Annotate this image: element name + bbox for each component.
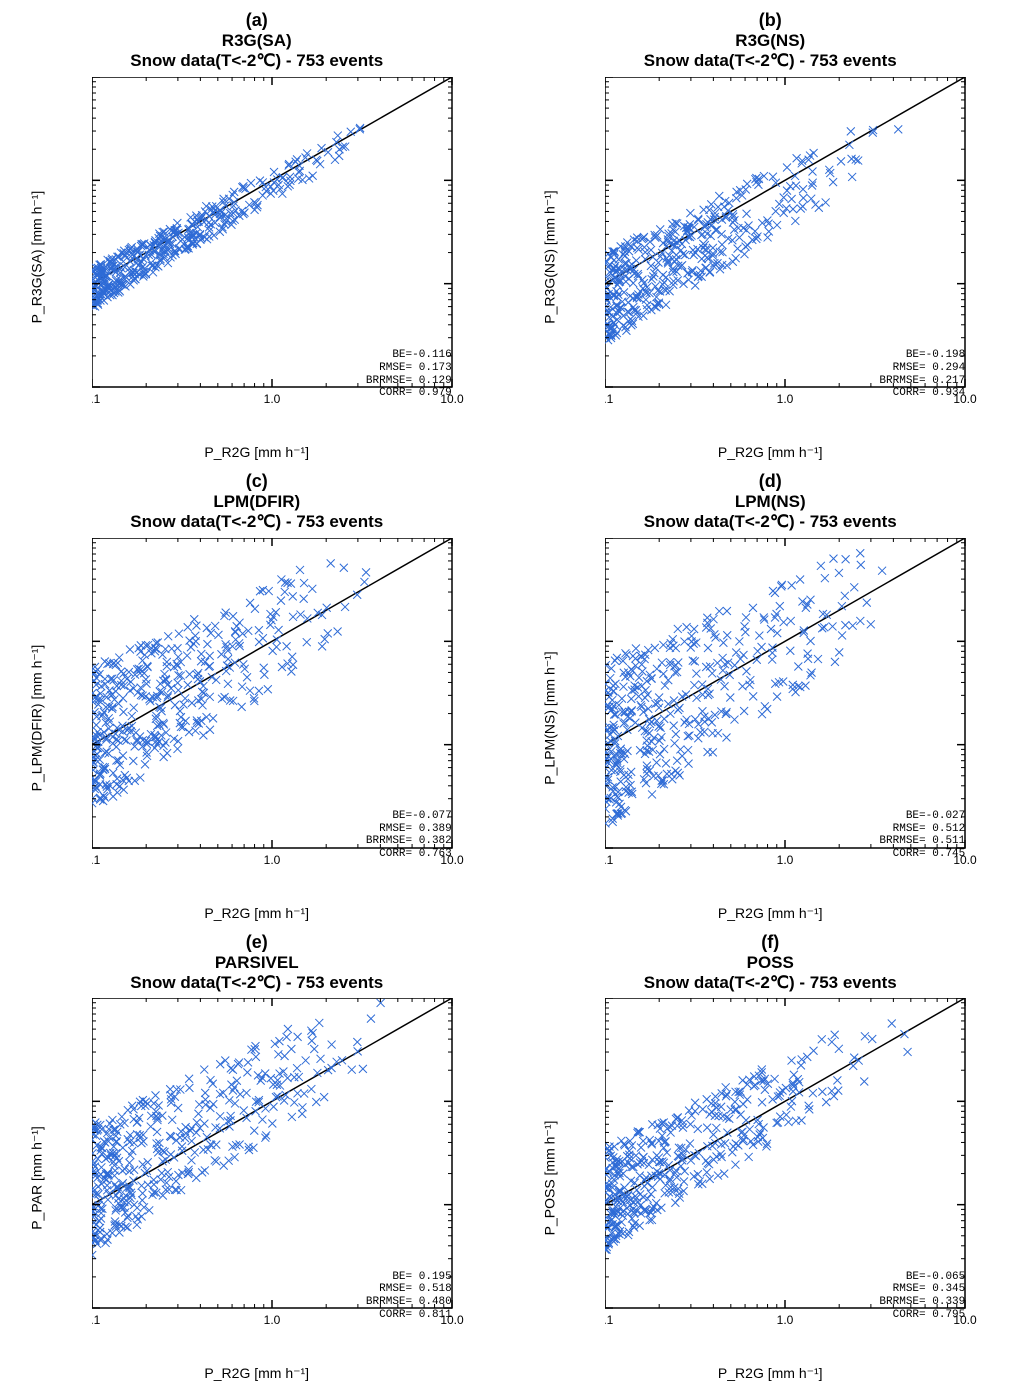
plot-area: P_LPM(DFIR) [mm h⁻¹] 0.11.010.00.010.101… bbox=[37, 533, 477, 903]
panel-letter: (c) bbox=[20, 471, 494, 492]
svg-text:0.1: 0.1 bbox=[92, 392, 101, 406]
svg-text:0.1: 0.1 bbox=[92, 1313, 101, 1327]
x-axis-label: P_R2G [mm h⁻¹] bbox=[534, 1365, 1008, 1382]
panel-title: R3G(NS) bbox=[534, 31, 1008, 51]
plot-area: P_LPM(NS) [mm h⁻¹] 0.11.010.00.010.101.0… bbox=[550, 533, 990, 903]
stats-box: BE=-0.198 RMSE= 0.294 BRRMSE= 0.217 CORR… bbox=[873, 349, 965, 400]
y-axis-label: P_PAR [mm h⁻¹] bbox=[28, 1127, 45, 1231]
x-axis-label: P_R2G [mm h⁻¹] bbox=[534, 905, 1008, 922]
panel-subtitle: Snow data(T<-2℃) - 753 events bbox=[20, 973, 494, 993]
panel-subtitle: Snow data(T<-2℃) - 753 events bbox=[534, 51, 1008, 71]
x-axis-label: P_R2G [mm h⁻¹] bbox=[20, 1365, 494, 1382]
svg-text:0.1: 0.1 bbox=[605, 1313, 614, 1327]
panel-r3g-ns-: (b) R3G(NS) Snow data(T<-2℃) - 753 event… bbox=[534, 10, 1008, 461]
x-axis-label: P_R2G [mm h⁻¹] bbox=[20, 905, 494, 922]
panel-title: R3G(SA) bbox=[20, 31, 494, 51]
x-axis-label: P_R2G [mm h⁻¹] bbox=[534, 444, 1008, 461]
svg-text:0.1: 0.1 bbox=[605, 392, 614, 406]
plot-area: P_PAR [mm h⁻¹] 0.11.010.00.010.101.0010.… bbox=[37, 993, 477, 1363]
stats-box: BE=-0.116 RMSE= 0.173 BRRMSE= 0.129 CORR… bbox=[359, 349, 451, 400]
stats-box: BE=-0.077 RMSE= 0.389 BRRMSE= 0.382 CORR… bbox=[359, 810, 451, 861]
stats-box: BE= 0.195 RMSE= 0.518 BRRMSE= 0.480 CORR… bbox=[359, 1271, 451, 1322]
y-axis-label: P_R3G(NS) [mm h⁻¹] bbox=[542, 190, 559, 323]
y-axis-label: P_R3G(SA) [mm h⁻¹] bbox=[28, 190, 45, 323]
panel-letter: (e) bbox=[20, 932, 494, 953]
y-axis-label: P_POSS [mm h⁻¹] bbox=[542, 1121, 559, 1236]
panel-title: LPM(NS) bbox=[534, 492, 1008, 512]
scatter-grid: (a) R3G(SA) Snow data(T<-2℃) - 753 event… bbox=[20, 10, 1007, 1382]
svg-text:0.1: 0.1 bbox=[605, 853, 614, 867]
svg-text:1.0: 1.0 bbox=[777, 392, 794, 406]
panel-subtitle: Snow data(T<-2℃) - 753 events bbox=[534, 973, 1008, 993]
panel-subtitle: Snow data(T<-2℃) - 753 events bbox=[534, 512, 1008, 532]
panel-lpm-dfir-: (c) LPM(DFIR) Snow data(T<-2℃) - 753 eve… bbox=[20, 471, 494, 922]
y-axis-label: P_LPM(DFIR) [mm h⁻¹] bbox=[28, 644, 45, 791]
y-axis-label: P_LPM(NS) [mm h⁻¹] bbox=[542, 651, 559, 784]
panel-poss: (f) POSS Snow data(T<-2℃) - 753 events P… bbox=[534, 932, 1008, 1383]
panel-r3g-sa-: (a) R3G(SA) Snow data(T<-2℃) - 753 event… bbox=[20, 10, 494, 461]
panel-letter: (b) bbox=[534, 10, 1008, 31]
x-axis-label: P_R2G [mm h⁻¹] bbox=[20, 444, 494, 461]
panel-title: PARSIVEL bbox=[20, 953, 494, 973]
svg-text:1.0: 1.0 bbox=[263, 1313, 280, 1327]
stats-box: BE=-0.065 RMSE= 0.345 BRRMSE= 0.339 CORR… bbox=[873, 1271, 965, 1322]
plot-area: P_POSS [mm h⁻¹] 0.11.010.00.010.101.0010… bbox=[550, 993, 990, 1363]
panel-subtitle: Snow data(T<-2℃) - 753 events bbox=[20, 512, 494, 532]
plot-area: P_R3G(NS) [mm h⁻¹] 0.11.010.00.010.101.0… bbox=[550, 72, 990, 442]
plot-area: P_R3G(SA) [mm h⁻¹] 0.11.010.00.010.101.0… bbox=[37, 72, 477, 442]
panel-title: POSS bbox=[534, 953, 1008, 973]
stats-box: BE=-0.027 RMSE= 0.512 BRRMSE= 0.511 CORR… bbox=[873, 810, 965, 861]
panel-title: LPM(DFIR) bbox=[20, 492, 494, 512]
panel-subtitle: Snow data(T<-2℃) - 753 events bbox=[20, 51, 494, 71]
svg-text:1.0: 1.0 bbox=[777, 1313, 794, 1327]
svg-text:1.0: 1.0 bbox=[777, 853, 794, 867]
panel-letter: (a) bbox=[20, 10, 494, 31]
svg-text:1.0: 1.0 bbox=[263, 392, 280, 406]
svg-text:1.0: 1.0 bbox=[263, 853, 280, 867]
panel-letter: (d) bbox=[534, 471, 1008, 492]
svg-text:0.1: 0.1 bbox=[92, 853, 101, 867]
panel-parsivel: (e) PARSIVEL Snow data(T<-2℃) - 753 even… bbox=[20, 932, 494, 1383]
panel-lpm-ns-: (d) LPM(NS) Snow data(T<-2℃) - 753 event… bbox=[534, 471, 1008, 922]
panel-letter: (f) bbox=[534, 932, 1008, 953]
